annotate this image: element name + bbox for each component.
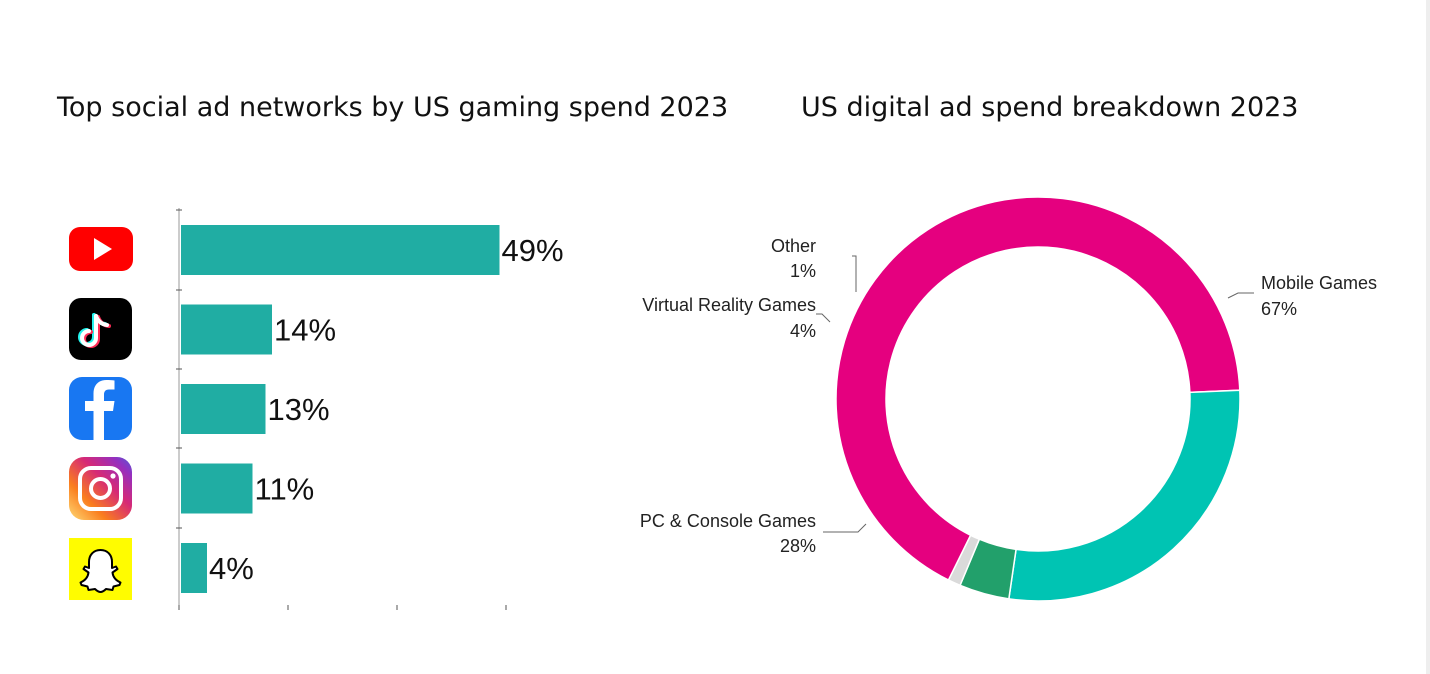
bar-chart-title: Top social ad networks by US gaming spen…: [57, 92, 729, 123]
slice-name-mobile-games: Mobile Games: [1261, 273, 1377, 293]
slice-value-mobile-games: 67%: [1261, 299, 1297, 319]
slice-value-vr: 4%: [790, 321, 816, 341]
slice-name-pc-console: PC & Console Games: [640, 511, 816, 531]
leader-line-other: [852, 255, 857, 292]
slice-value-other: 1%: [790, 261, 816, 281]
slice-name-vr: Virtual Reality Games: [642, 295, 816, 315]
slice-mobile-games: [835, 196, 1241, 582]
slice-value-pc-console: 28%: [780, 536, 816, 556]
leader-line-pc-console: [823, 523, 867, 533]
leader-lines: [816, 255, 1254, 533]
bar-label-facebook: 13%: [268, 392, 330, 427]
bar-label-instagram: 11%: [255, 472, 315, 507]
donut-chart-title: US digital ad spend breakdown 2023: [801, 92, 1299, 123]
bar-snapchat: [181, 543, 207, 593]
youtube-icon: [69, 227, 133, 271]
instagram-icon: [69, 457, 132, 520]
bar-label-tiktok: 14%: [274, 313, 336, 348]
snapchat-icon: [69, 538, 132, 600]
leader-line-vr: [816, 313, 831, 323]
leader-line-mobile-games: [1227, 292, 1254, 299]
page-right-edge: [1426, 0, 1430, 674]
slice-name-other: Other: [771, 236, 816, 256]
bar-instagram: [181, 463, 253, 514]
slice-pc-console-games: [1007, 389, 1241, 602]
bar-label-snapchat: 4%: [209, 551, 254, 586]
bar-label-youtube: 49%: [502, 233, 564, 268]
slice-other: [947, 534, 981, 587]
bar-tiktok: [181, 304, 272, 355]
bar-axes: [176, 208, 507, 610]
tiktok-icon: [69, 298, 132, 360]
bar-facebook: [181, 384, 266, 434]
bar-youtube: [181, 225, 500, 275]
facebook-icon: [69, 377, 132, 440]
